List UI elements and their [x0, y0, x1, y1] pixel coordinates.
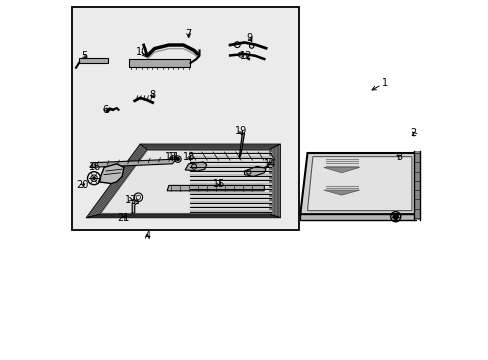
Bar	[79, 58, 107, 63]
Polygon shape	[140, 144, 280, 149]
Circle shape	[176, 158, 179, 161]
Polygon shape	[167, 185, 264, 191]
Polygon shape	[300, 153, 415, 214]
Bar	[72, 7, 298, 230]
Text: 12: 12	[240, 51, 252, 61]
Polygon shape	[239, 133, 244, 159]
Text: 1: 1	[371, 78, 387, 90]
Polygon shape	[300, 214, 415, 220]
Text: 4: 4	[144, 231, 150, 241]
Text: 19: 19	[234, 126, 246, 136]
Polygon shape	[185, 162, 206, 171]
Bar	[129, 59, 190, 67]
Circle shape	[392, 214, 397, 219]
Text: 9: 9	[246, 33, 252, 43]
Text: 18: 18	[182, 152, 194, 162]
Polygon shape	[307, 157, 411, 211]
Polygon shape	[89, 159, 176, 167]
Text: 7: 7	[185, 29, 191, 39]
Text: 2: 2	[410, 128, 416, 138]
Text: 13: 13	[164, 152, 177, 162]
Text: 5: 5	[81, 51, 87, 61]
Text: 21: 21	[118, 213, 130, 223]
Polygon shape	[86, 214, 280, 218]
Text: 14: 14	[263, 159, 275, 169]
Bar	[413, 151, 419, 220]
Polygon shape	[132, 200, 138, 213]
Polygon shape	[269, 144, 280, 218]
Text: 17: 17	[124, 195, 137, 205]
Polygon shape	[101, 150, 269, 213]
Polygon shape	[323, 167, 359, 173]
Polygon shape	[99, 164, 123, 184]
Circle shape	[93, 177, 95, 179]
Polygon shape	[86, 144, 147, 218]
Polygon shape	[244, 166, 265, 176]
Text: 3: 3	[395, 152, 402, 162]
Text: 6: 6	[102, 105, 109, 115]
Text: 16: 16	[89, 162, 101, 172]
Text: 10: 10	[136, 47, 148, 57]
Text: 15: 15	[213, 179, 225, 189]
Text: 20: 20	[76, 180, 88, 190]
Polygon shape	[323, 190, 359, 195]
Text: 11: 11	[168, 152, 180, 162]
Text: 8: 8	[149, 90, 156, 100]
